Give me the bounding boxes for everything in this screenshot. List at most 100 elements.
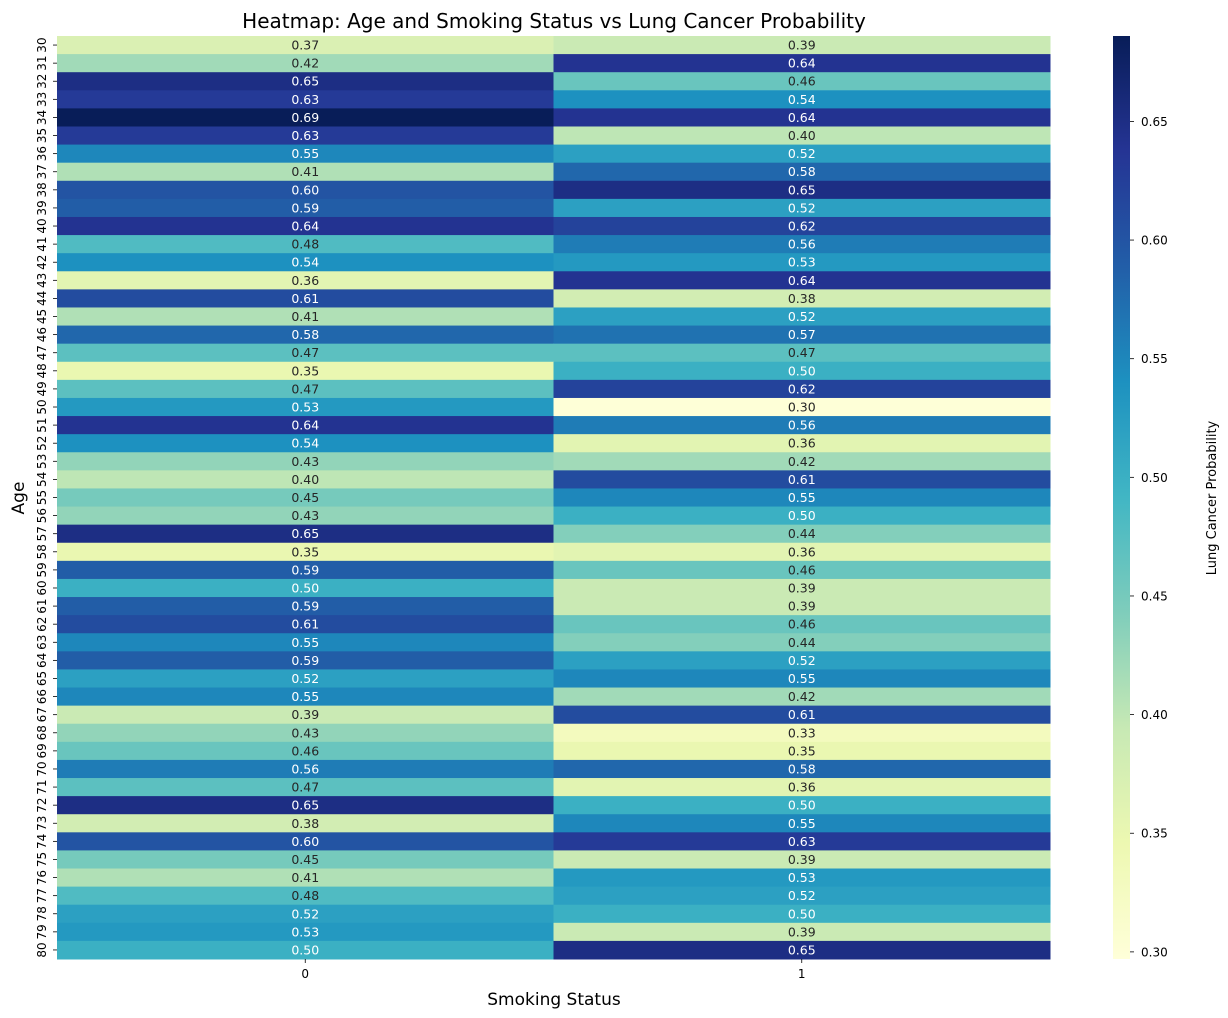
heatmap-cell bbox=[57, 832, 554, 851]
cell-value-label: 0.39 bbox=[788, 580, 816, 595]
colorbar-tick-label: 0.55 bbox=[1141, 352, 1168, 366]
heatmap-cell bbox=[553, 452, 1051, 471]
cell-value-label: 0.55 bbox=[291, 689, 319, 704]
cell-value-label: 0.61 bbox=[291, 291, 319, 306]
cell-value-label: 0.65 bbox=[291, 74, 319, 89]
y-tick-label: 66 bbox=[35, 689, 49, 704]
y-tick-label: 41 bbox=[35, 236, 49, 251]
y-tick-label: 68 bbox=[35, 725, 49, 740]
cell-value-label: 0.50 bbox=[788, 798, 816, 813]
y-tick-label: 80 bbox=[35, 942, 49, 957]
cell-value-label: 0.60 bbox=[291, 834, 319, 849]
heatmap-cell bbox=[553, 271, 1051, 290]
y-tick-label: 78 bbox=[35, 906, 49, 921]
heatmap-cell bbox=[553, 72, 1051, 91]
cell-value-label: 0.42 bbox=[788, 689, 816, 704]
y-tick-label: 33 bbox=[35, 92, 49, 107]
heatmap-cell bbox=[553, 669, 1051, 689]
heatmap-cell bbox=[553, 814, 1051, 833]
cell-value-label: 0.38 bbox=[291, 816, 319, 831]
heatmap-cell bbox=[57, 271, 554, 290]
heatmap-cells bbox=[57, 36, 1051, 960]
y-tick-label: 43 bbox=[35, 273, 49, 288]
heatmap-cell bbox=[57, 235, 554, 254]
heatmap-cell bbox=[553, 705, 1051, 725]
heatmap-cell bbox=[57, 886, 554, 906]
cell-value-label: 0.44 bbox=[788, 526, 816, 541]
cell-value-label: 0.52 bbox=[291, 671, 319, 686]
heatmap-cell bbox=[553, 325, 1051, 345]
cell-value-label: 0.50 bbox=[788, 906, 816, 921]
cell-value-label: 0.36 bbox=[788, 544, 816, 559]
cell-value-label: 0.65 bbox=[291, 798, 319, 813]
heatmap-cell bbox=[553, 434, 1051, 453]
cell-value-label: 0.52 bbox=[788, 309, 816, 324]
cell-value-label: 0.64 bbox=[291, 418, 319, 433]
heatmap-cell bbox=[553, 162, 1051, 182]
cell-value-label: 0.43 bbox=[291, 508, 319, 523]
heatmap-cell bbox=[553, 886, 1051, 906]
colorbar-tick-label: 0.60 bbox=[1141, 234, 1168, 248]
y-tick-label: 79 bbox=[35, 924, 49, 939]
cell-value-label: 0.52 bbox=[788, 146, 816, 161]
y-tick-label: 31 bbox=[35, 56, 49, 71]
cell-value-label: 0.47 bbox=[291, 780, 319, 795]
cell-value-label: 0.47 bbox=[788, 345, 816, 360]
heatmap-cell bbox=[553, 687, 1051, 707]
heatmap-cell bbox=[57, 868, 554, 888]
heatmap-cell bbox=[57, 814, 554, 833]
heatmap-cell bbox=[553, 759, 1051, 779]
heatmap-cell bbox=[553, 361, 1051, 381]
heatmap-cell bbox=[553, 597, 1051, 616]
cell-value-label: 0.63 bbox=[291, 92, 319, 107]
heatmap-cell bbox=[553, 416, 1051, 435]
heatmap-cell bbox=[57, 289, 554, 308]
cell-value-label: 0.46 bbox=[291, 743, 319, 758]
heatmap-cell bbox=[57, 687, 554, 707]
cell-value-label: 0.55 bbox=[788, 490, 816, 505]
cell-value-label: 0.47 bbox=[291, 345, 319, 360]
y-tick-label: 51 bbox=[35, 417, 49, 432]
heatmap-cell bbox=[57, 542, 554, 562]
cell-value-label: 0.52 bbox=[788, 200, 816, 215]
cell-value-label: 0.52 bbox=[788, 653, 816, 668]
heatmap-cell bbox=[553, 796, 1051, 815]
heatmap-cell bbox=[57, 723, 554, 743]
heatmap-cell bbox=[57, 597, 554, 616]
cell-value-label: 0.46 bbox=[788, 74, 816, 89]
heatmap-cell bbox=[57, 36, 554, 55]
heatmap-cell bbox=[553, 904, 1051, 924]
heatmap-cell bbox=[57, 850, 554, 870]
heatmap-cell bbox=[57, 307, 554, 327]
cell-value-label: 0.46 bbox=[788, 617, 816, 632]
heatmap-cell bbox=[57, 669, 554, 689]
y-tick-label: 35 bbox=[35, 128, 49, 143]
x-axis-label: Smoking Status bbox=[487, 990, 621, 1010]
heatmap-cell bbox=[57, 560, 554, 580]
cell-value-label: 0.50 bbox=[291, 580, 319, 595]
y-tick-label: 40 bbox=[35, 218, 49, 233]
heatmap-cell bbox=[553, 651, 1051, 670]
heatmap-cell bbox=[57, 778, 554, 797]
cell-value-label: 0.42 bbox=[788, 454, 816, 469]
heatmap-cell bbox=[553, 488, 1051, 508]
cell-value-label: 0.36 bbox=[788, 436, 816, 451]
cell-value-label: 0.69 bbox=[291, 110, 319, 125]
cell-value-label: 0.63 bbox=[291, 128, 319, 143]
cell-value-label: 0.59 bbox=[291, 562, 319, 577]
heatmap-cell bbox=[553, 578, 1051, 598]
cell-value-label: 0.64 bbox=[788, 56, 816, 71]
cell-value-label: 0.56 bbox=[788, 237, 816, 252]
heatmap-cell bbox=[57, 253, 554, 272]
heatmap-cell bbox=[57, 524, 554, 544]
colorbar bbox=[1113, 36, 1130, 959]
heatmap-cell bbox=[553, 235, 1051, 254]
x-tick-label: 0 bbox=[301, 967, 309, 981]
heatmap-cell bbox=[553, 778, 1051, 797]
cell-value-label: 0.40 bbox=[788, 128, 816, 143]
heatmap-cell bbox=[553, 542, 1051, 562]
cell-value-label: 0.35 bbox=[788, 743, 816, 758]
cell-value-label: 0.62 bbox=[788, 381, 816, 396]
